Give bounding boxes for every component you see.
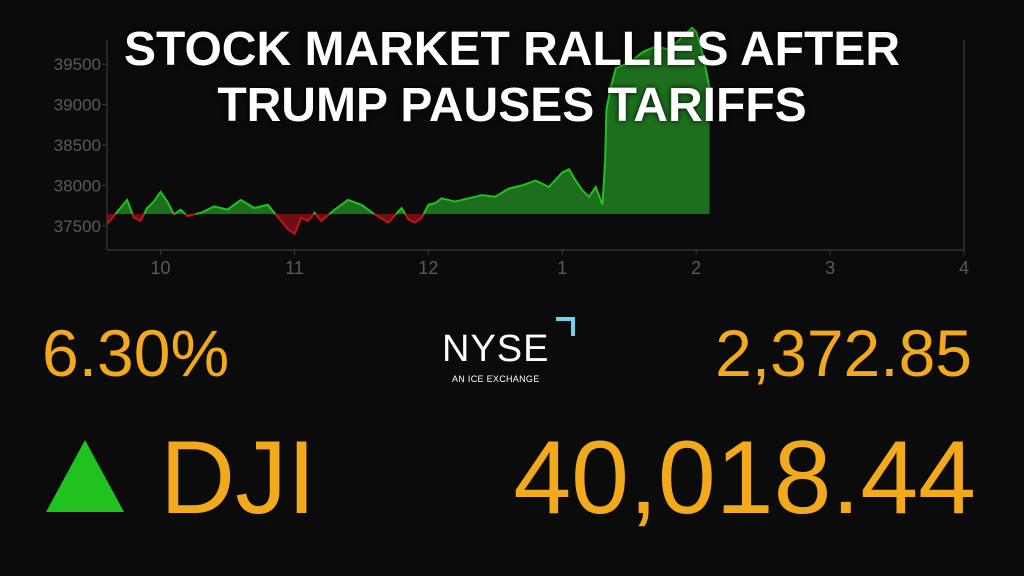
gain-line [395, 206, 407, 215]
up-triangle-icon [46, 440, 124, 512]
x-tick-label: 11 [285, 258, 304, 278]
gain-line [114, 197, 134, 215]
gain-line [195, 198, 277, 216]
loss-line [184, 213, 196, 218]
loss-area [405, 214, 424, 223]
loss-area [275, 214, 314, 234]
gain-area [329, 199, 375, 215]
nyse-tagline: AN ICE EXCHANGE [452, 374, 540, 384]
x-tick-label: 3 [825, 258, 835, 278]
ticker-symbol: DJI [160, 420, 316, 536]
gain-line [328, 198, 375, 215]
nyse-wordmark: NYSE [442, 328, 550, 370]
x-tick-label: 1 [557, 258, 567, 278]
index-value: 40,018.44 [513, 420, 976, 536]
x-tick-label: 10 [151, 258, 171, 278]
logo-corner-icon [556, 317, 575, 336]
loss-line [131, 213, 145, 223]
gain-area [195, 199, 276, 215]
points-change: 2,372.85 [715, 316, 972, 390]
x-tick-label: 12 [418, 258, 438, 278]
gain-line [143, 190, 175, 215]
y-tick-label: 39000 [54, 96, 101, 115]
gain-line [173, 208, 186, 215]
gain-line [312, 211, 317, 215]
percent-change: 6.30% [42, 316, 230, 390]
gain-area [423, 27, 710, 215]
loss-line [404, 213, 425, 224]
headline-line-2: TRUMP PAUSES TARIFFS [217, 79, 807, 132]
loss-line [274, 213, 315, 236]
loss-line [373, 213, 397, 224]
loss-area [374, 214, 397, 223]
nyse-logo: NYSE AN ICE EXCHANGE [440, 316, 590, 386]
loss-line [314, 213, 331, 223]
headline-line-1: STOCK MARKET RALLIES AFTER [124, 23, 900, 76]
x-tick-label: 4 [959, 258, 969, 278]
y-tick-label: 37500 [54, 217, 101, 236]
gain-line [422, 26, 711, 215]
x-tick-label: 2 [691, 258, 701, 278]
chart-plot-area [106, 26, 711, 236]
loss-line [106, 213, 117, 225]
y-tick-label: 39500 [54, 55, 101, 74]
y-tick-label: 38500 [54, 136, 101, 155]
gain-area [144, 191, 174, 215]
y-tick-label: 38000 [54, 176, 101, 195]
